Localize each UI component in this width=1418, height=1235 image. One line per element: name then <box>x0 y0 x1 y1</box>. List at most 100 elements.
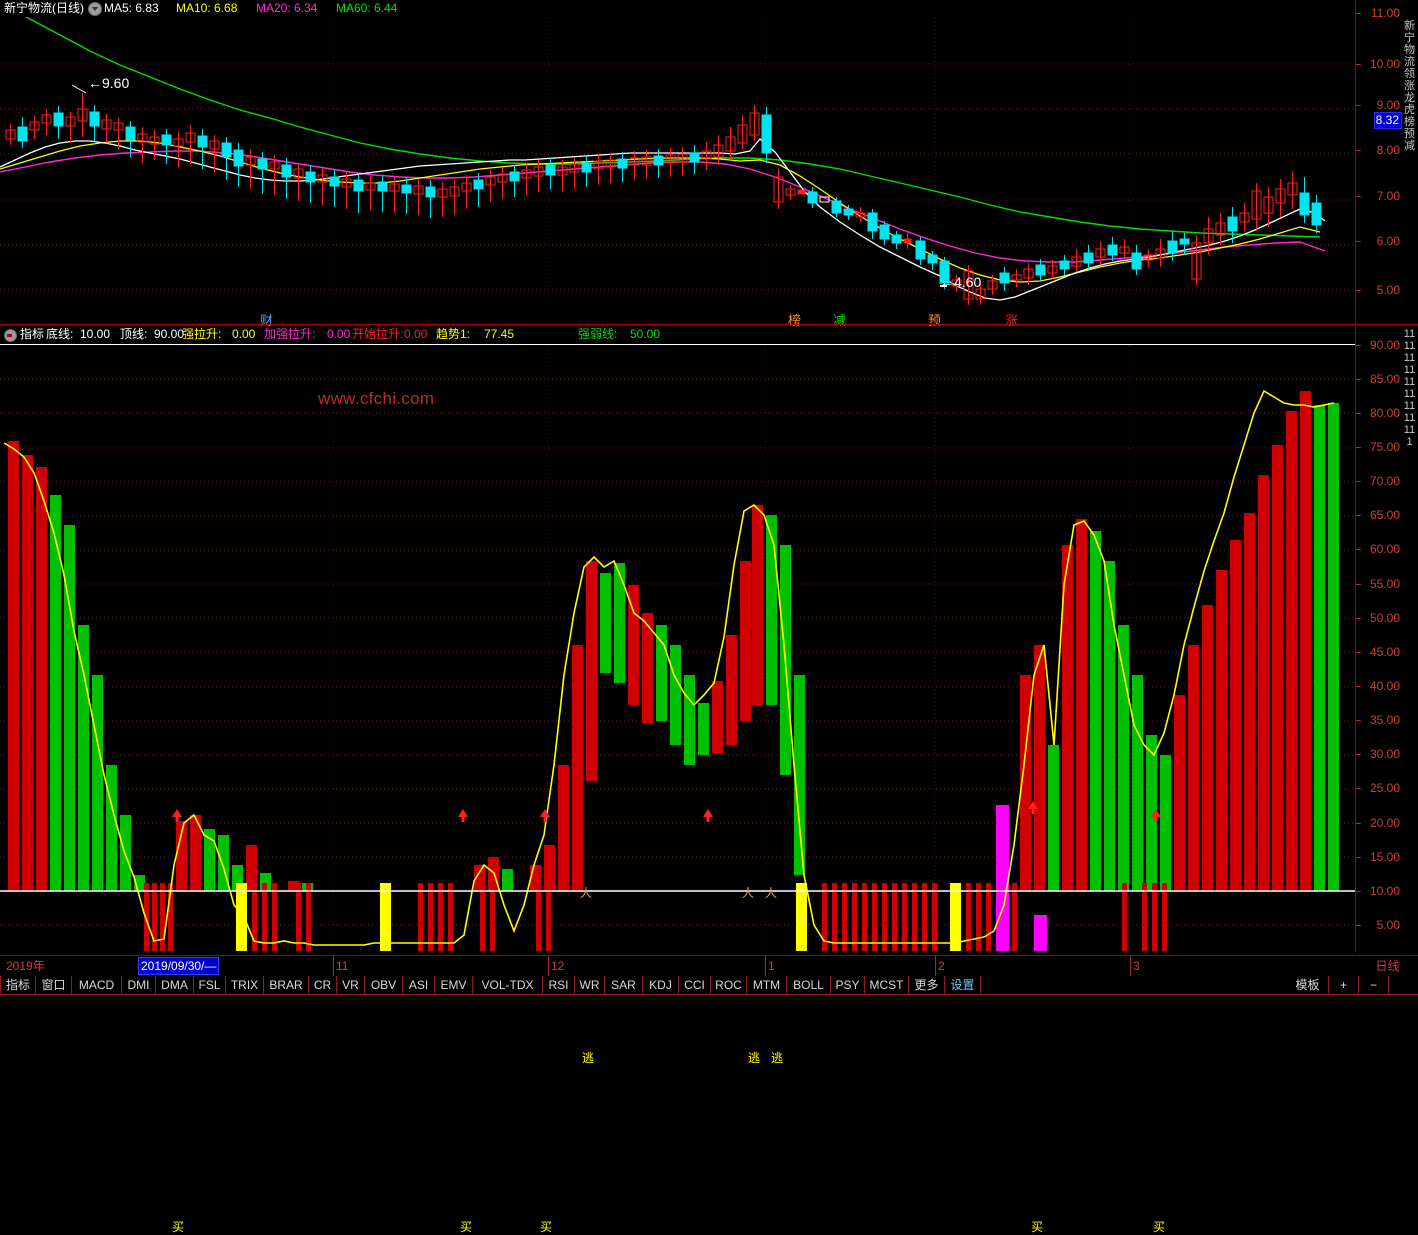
ind-axis-label: 15.00 <box>1369 850 1400 864</box>
toolbar-item-trix[interactable]: TRIX <box>226 976 264 995</box>
price-axis-label: 6.00 <box>1376 234 1400 248</box>
toolbar-item-brar[interactable]: BRAR <box>264 976 309 995</box>
toolbar-item-psy[interactable]: PSY <box>831 976 865 995</box>
toolbar-item-macd[interactable]: MACD <box>72 976 122 995</box>
toolbar-item-shezhi[interactable]: 设置 <box>945 976 981 995</box>
ind-axis-label: 60.00 <box>1369 542 1400 556</box>
toolbar-item-wr[interactable]: WR <box>575 976 605 995</box>
indicator-axis[interactable]: 90.00 85.00 80.00 75.00 70.00 65.00 60.0… <box>1355 326 1418 952</box>
date-axis[interactable]: 2019年 2019/09/30/— 11 12 1 2 3 <box>0 955 1356 978</box>
stock-name-label[interactable]: 新宁物流(日线) <box>4 1 84 15</box>
toolbar-item-boll[interactable]: BOLL <box>787 976 831 995</box>
indicator-dropdown-icon[interactable] <box>4 329 17 342</box>
toolbar-item-dmi[interactable]: DMI <box>122 976 156 995</box>
indicator-toolbar[interactable]: 指标 窗口 MACD DMI DMA FSL TRIX BRAR CR VR O… <box>0 976 1418 995</box>
price-axis-label: 5.00 <box>1376 283 1400 297</box>
ind-axis-label: 5.00 <box>1376 918 1400 932</box>
ind-axis-label: 50.00 <box>1369 611 1400 625</box>
toolbar-item-fsl[interactable]: FSL <box>194 976 226 995</box>
month-label: 11 <box>336 959 349 973</box>
toolbar-item-kdj[interactable]: KDJ <box>643 976 679 995</box>
ma60-label: MA60: 6.44 <box>336 1 398 15</box>
ind-axis-label: 85.00 <box>1369 372 1400 386</box>
toolbar-item-chuangkou[interactable]: 窗口 <box>36 976 72 995</box>
chart-title-bar: 新宁物流(日线) MA5: 6.83 MA10: 6.68 MA20: 6.34… <box>0 0 1418 17</box>
toolbar-item-sar[interactable]: SAR <box>605 976 643 995</box>
buy-signal-label: 买 <box>540 1220 553 1234</box>
month-label: 1 <box>768 959 775 973</box>
start-pull-value: 0.00 <box>404 327 428 341</box>
extra-pull-name: 加强拉升: <box>264 327 316 341</box>
trend1-value: 77.45 <box>484 327 515 341</box>
extra-pull-value: 0.00 <box>327 327 351 341</box>
buy-signal-label: 买 <box>172 1220 185 1234</box>
person-mark: 人 <box>742 886 754 900</box>
buy-signal-label: 买 <box>460 1220 473 1234</box>
strength-line-name: 强弱线: <box>578 327 618 341</box>
toolbar-item-mcst[interactable]: MCST <box>865 976 909 995</box>
price-axis-label: 9.00 <box>1376 98 1400 112</box>
ind-axis-label: 90.00 <box>1369 338 1400 352</box>
person-mark: 人 <box>580 886 592 900</box>
toolbar-item-voltdx[interactable]: VOL-TDX <box>473 976 543 995</box>
ma5-label: MA5: 6.83 <box>104 1 159 15</box>
indicator-header-underline <box>0 344 1356 345</box>
ind-axis-label: 70.00 <box>1369 474 1400 488</box>
year-label: 2019年 <box>6 959 45 973</box>
top-line-value: 90.00 <box>154 327 185 341</box>
toolbar-divider <box>0 994 1418 995</box>
axis-vertical-ticks: 1111111111111111111 <box>1403 328 1416 448</box>
toolbar-item-zhibiao[interactable]: 指标 <box>0 976 36 995</box>
panel-divider <box>0 324 1418 325</box>
ind-axis-label: 10.00 <box>1369 884 1400 898</box>
zoom-in-button[interactable]: + <box>1329 976 1359 995</box>
ind-axis-label: 25.00 <box>1369 781 1400 795</box>
buy-signal-label: 买 <box>1153 1220 1166 1234</box>
ind-axis-label: 75.00 <box>1369 440 1400 454</box>
indicator-chart-panel[interactable]: 人 人 人 逃 逃 逃 买 买 买 买 买 <box>0 345 1356 1234</box>
period-indicator[interactable]: 日线 <box>1357 955 1418 978</box>
template-button[interactable]: 模板 <box>1287 976 1329 995</box>
toolbar-item-cci[interactable]: CCI <box>679 976 711 995</box>
period-high-label: ←9.60 <box>88 75 129 91</box>
sell-signal-label: 逃 <box>582 1051 595 1065</box>
toolbar-item-cr[interactable]: CR <box>309 976 337 995</box>
price-axis[interactable]: 11.00 10.00 9.00 8.00 7.00 6.00 5.00 8.3… <box>1355 0 1418 325</box>
period-low-label: ←4.60 <box>940 274 981 290</box>
chevron-down-icon[interactable] <box>88 2 102 16</box>
start-pull-name: 开始拉升: <box>352 327 404 341</box>
month-label: 3 <box>1133 959 1140 973</box>
ind-axis-label: 80.00 <box>1369 406 1400 420</box>
watermark-text: www.cfchi.com <box>318 389 435 408</box>
toolbar-item-roc[interactable]: ROC <box>711 976 747 995</box>
ind-axis-label: 45.00 <box>1369 645 1400 659</box>
zoom-out-button[interactable]: − <box>1359 976 1389 995</box>
selected-date-badge: 2019/09/30/— <box>138 957 220 975</box>
toolbar-item-obv[interactable]: OBV <box>365 976 403 995</box>
last-price-badge: 8.32 <box>1373 112 1402 129</box>
toolbar-item-rsi[interactable]: RSI <box>543 976 575 995</box>
price-axis-label: 10.00 <box>1369 57 1400 71</box>
sell-signal-label: 逃 <box>771 1051 784 1065</box>
price-axis-label: 7.00 <box>1376 189 1400 203</box>
toolbar-item-dma[interactable]: DMA <box>156 976 194 995</box>
indicator-svg: 人 人 人 <box>0 345 1356 952</box>
ind-axis-label: 55.00 <box>1369 577 1400 591</box>
strong-pull-name: 强拉升: <box>182 327 222 341</box>
bottom-line-name: 底线: <box>46 327 74 341</box>
toolbar-item-asi[interactable]: ASI <box>403 976 435 995</box>
ind-axis-label: 35.00 <box>1369 713 1400 727</box>
toolbar-item-vr[interactable]: VR <box>337 976 365 995</box>
strength-line-value: 50.00 <box>630 327 661 341</box>
price-chart-panel[interactable]: ←9.60 ←4.60 财 榜 减 预 涨 <box>0 17 1356 328</box>
indicator-name-label[interactable]: 指标 <box>20 327 45 341</box>
ind-axis-label: 40.00 <box>1369 679 1400 693</box>
ind-axis-label: 65.00 <box>1369 508 1400 522</box>
ma10-label: MA10: 6.68 <box>176 1 238 15</box>
toolbar-item-mtm[interactable]: MTM <box>747 976 787 995</box>
toolbar-item-gengduo[interactable]: 更多 <box>909 976 945 995</box>
price-axis-label: 8.00 <box>1376 143 1400 157</box>
ma20-label: MA20: 6.34 <box>256 1 318 15</box>
toolbar-item-emv[interactable]: EMV <box>435 976 473 995</box>
